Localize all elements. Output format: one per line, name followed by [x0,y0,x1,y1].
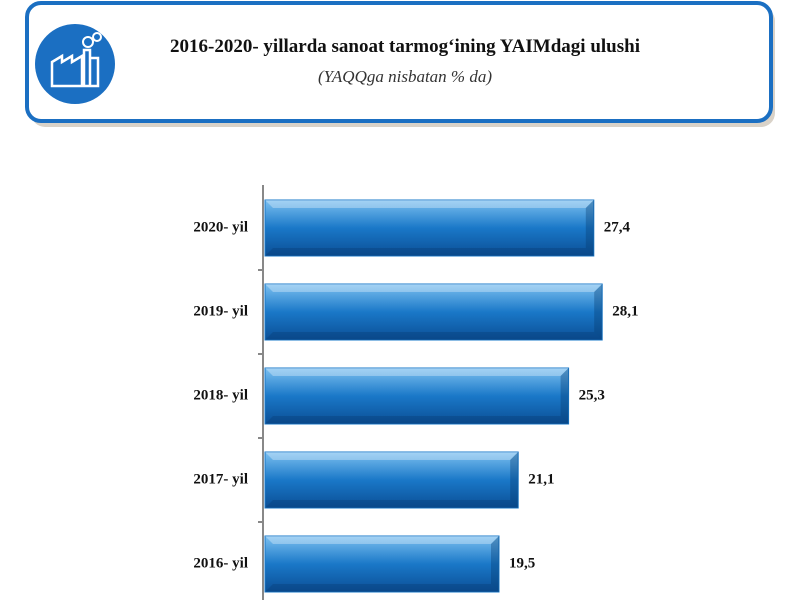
bar [264,535,500,593]
value-label: 25,3 [579,387,605,403]
bar-bevel [265,452,519,460]
chart-subtitle: (YAQQga nisbatan % da) [318,67,492,86]
value-label: 19,5 [509,555,535,571]
bar-bevel [585,200,594,256]
bar [264,199,595,257]
bar [264,283,603,341]
factory-icon [35,24,115,104]
bar-bevel [560,368,569,424]
chart-title: 2016-2020- yillarda sanoat tarmog‘ining … [170,36,640,57]
bar-bevel [265,368,569,376]
bar [264,451,519,509]
bar-bevel [265,200,594,208]
bar-bevel [265,416,569,424]
bar-bevel [594,284,603,340]
y-tick-label: 2018- yil [193,387,248,403]
bar-bevel [265,536,499,544]
y-tick-label: 2019- yil [193,303,248,319]
y-tick-label: 2017- yil [193,471,248,487]
value-label: 28,1 [612,303,638,319]
bar-bevel [265,584,499,592]
bar-bevel [265,332,603,340]
bar-bevel [265,500,519,508]
bar-bevel [491,536,499,592]
y-tick-label: 2016- yil [193,555,248,571]
bar-bevel [265,248,594,256]
bar-bevel [510,452,519,508]
bar-bevel [265,284,603,292]
value-label: 21,1 [528,471,554,487]
header-box [25,1,773,123]
value-label: 27,4 [604,219,631,235]
y-tick-label: 2020- yil [193,219,248,235]
bar [264,367,570,425]
